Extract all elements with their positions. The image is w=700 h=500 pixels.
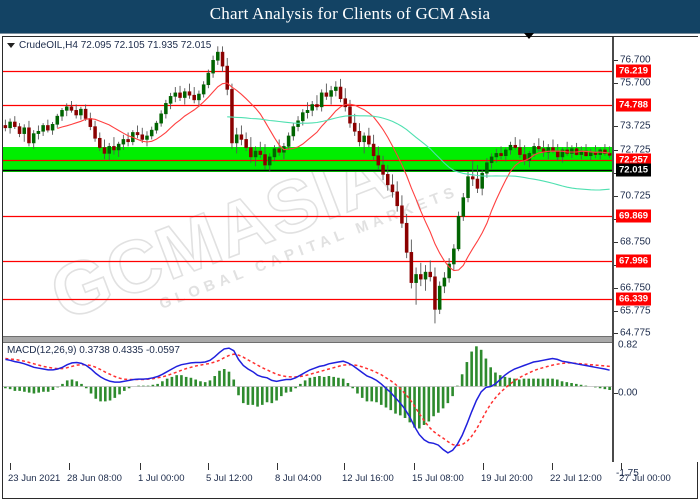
axis-tick xyxy=(614,242,618,243)
time-axis-tick xyxy=(483,463,484,470)
macd-chart-panel[interactable] xyxy=(3,345,612,463)
time-axis-tick xyxy=(277,463,278,470)
price-level-badge[interactable]: 74.788 xyxy=(616,98,652,112)
axis-tick xyxy=(614,83,618,84)
time-axis-label: 15 Jul 08:00 xyxy=(412,473,464,484)
price-level-badge[interactable]: 69.869 xyxy=(616,209,652,223)
time-axis-label: 5 Jul 12:00 xyxy=(206,473,253,484)
price-level-badge[interactable]: 66.339 xyxy=(616,292,652,306)
axis-tick xyxy=(614,60,618,61)
macd-main-line xyxy=(5,347,610,454)
time-axis-tick xyxy=(552,463,553,470)
axis-tick xyxy=(614,196,618,197)
moving-average-line xyxy=(227,115,610,191)
time-axis[interactable]: 23 Jun 2021 28 Jun 08:00 1 Jul 00:00 5 Jul … xyxy=(3,463,697,499)
chevron-down-icon[interactable] xyxy=(7,42,15,48)
time-axis-tick xyxy=(344,463,345,470)
price-axis-label: 76.700 xyxy=(620,54,651,66)
price-level-badge[interactable]: 72.015 xyxy=(616,163,652,177)
macd-axis-bottom-label: -1.75 xyxy=(616,468,639,479)
time-axis-label: 1 Jul 00:00 xyxy=(138,473,185,484)
time-axis-label: 27 Jul 00:00 xyxy=(619,473,671,484)
chart-anchor-marker xyxy=(524,33,534,39)
time-axis-label: 28 Jun 08:00 xyxy=(67,473,122,484)
time-axis-tick xyxy=(621,463,622,470)
axis-tick xyxy=(614,393,618,394)
price-axis-label: 66.750 xyxy=(620,282,651,294)
time-axis-tick xyxy=(140,463,141,470)
price-level-badge[interactable]: 67.996 xyxy=(616,254,652,268)
price-axis-label: 64.775 xyxy=(620,327,651,339)
price-level-badge[interactable]: 72.257 xyxy=(616,153,652,167)
price-axis[interactable]: 76.70075.70073.72572.72571.72570.72569.7… xyxy=(612,37,698,462)
page-title: Chart Analysis for Clients of GCM Asia xyxy=(209,4,491,23)
axis-tick xyxy=(614,333,618,334)
time-axis-label: 22 Jul 12:00 xyxy=(550,473,602,484)
panel-divider xyxy=(3,336,697,343)
price-axis-label: 75.700 xyxy=(620,77,651,89)
axis-spine xyxy=(612,37,614,462)
title-bar: Chart Analysis for Clients of GCM Asia xyxy=(0,0,700,33)
time-axis-label: 8 Jul 04:00 xyxy=(275,473,322,484)
axis-tick xyxy=(614,126,618,127)
price-level-badge[interactable]: 76.219 xyxy=(616,64,652,78)
price-axis-label: 73.725 xyxy=(620,120,651,132)
time-axis-label: 12 Jul 16:00 xyxy=(342,473,394,484)
macd-histogram xyxy=(4,346,611,429)
axis-tick xyxy=(614,288,618,289)
price-chart-panel[interactable] xyxy=(3,37,612,335)
price-axis-label: 65.775 xyxy=(620,305,651,317)
price-axis-label: 72.725 xyxy=(620,144,651,156)
macd-axis-label: 0.82 xyxy=(618,339,638,351)
time-axis-label: 19 Jul 20:00 xyxy=(481,473,533,484)
macd-signal-line xyxy=(5,353,612,447)
moving-average-line xyxy=(57,82,610,272)
symbol-quote-label: CrudeOIL,H4 72.095 72.105 71.935 72.015 xyxy=(7,40,211,51)
price-axis-label: 70.725 xyxy=(620,190,651,202)
macd-indicator-label: MACD(12,26,9) 0.3738 0.4335 -0.0597 xyxy=(7,345,180,356)
axis-tick xyxy=(614,150,618,151)
time-axis-tick xyxy=(69,463,70,470)
candlestick-series xyxy=(3,46,612,324)
axis-tick xyxy=(614,311,618,312)
price-axis-label: 68.750 xyxy=(620,236,651,248)
time-axis-label: 23 Jun 2021 xyxy=(8,473,61,484)
time-axis-tick xyxy=(414,463,415,470)
time-axis-tick xyxy=(208,463,209,470)
macd-axis-label: 0.00 xyxy=(618,387,638,399)
quote-text: CrudeOIL,H4 72.095 72.105 71.935 72.015 xyxy=(19,40,212,51)
time-axis-tick xyxy=(10,463,11,470)
